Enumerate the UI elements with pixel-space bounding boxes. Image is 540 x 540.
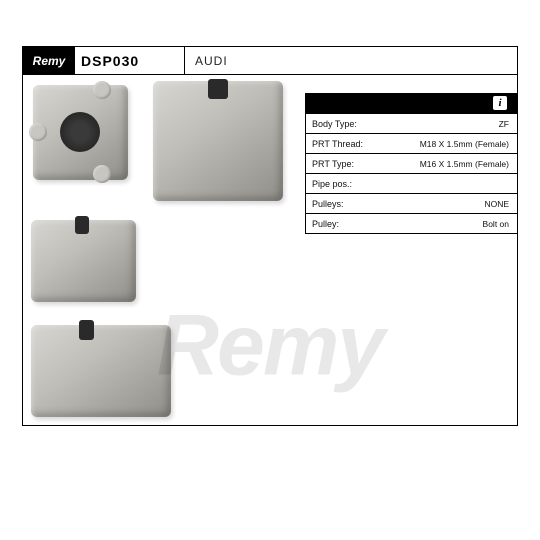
sheet-header: Remy DSP030 AUDI [23, 47, 517, 75]
spec-label: PRT Thread: [306, 139, 386, 149]
pump-fitting [75, 216, 89, 234]
spec-value: ZF [386, 119, 517, 129]
pump-fitting [79, 320, 94, 340]
spec-row-pulleys: Pulleys: NONE [306, 193, 517, 213]
spec-value: M16 X 1.5mm (Female) [386, 159, 517, 169]
spec-sheet: Remy DSP030 AUDI i Body Type: ZF [22, 46, 518, 426]
spec-panel-header: i [306, 93, 517, 113]
spec-label: Pulley: [306, 219, 386, 229]
mounting-flange [93, 81, 111, 99]
brand-logo: Remy [23, 47, 75, 74]
mounting-flange [93, 165, 111, 183]
vehicle-make: AUDI [185, 47, 517, 74]
info-icon: i [493, 96, 507, 110]
mounting-flange [29, 123, 47, 141]
product-view-rear [153, 81, 283, 201]
spec-row-prt-thread: PRT Thread: M18 X 1.5mm (Female) [306, 133, 517, 153]
spec-row-pipe-pos: Pipe pos.: [306, 173, 517, 193]
spec-label: Pulleys: [306, 199, 386, 209]
spec-panel: i Body Type: ZF PRT Thread: M18 X 1.5mm … [305, 93, 517, 234]
spec-label: PRT Type: [306, 159, 386, 169]
part-number: DSP030 [75, 47, 185, 74]
pump-center-bore [60, 112, 100, 152]
spec-row-prt-type: PRT Type: M16 X 1.5mm (Female) [306, 153, 517, 173]
spec-value: M18 X 1.5mm (Female) [386, 139, 517, 149]
spec-label: Body Type: [306, 119, 386, 129]
spec-value: NONE [386, 199, 517, 209]
spec-label: Pipe pos.: [306, 179, 386, 189]
product-view-top [31, 220, 136, 302]
product-view-side [31, 325, 171, 417]
spec-row-body-type: Body Type: ZF [306, 113, 517, 133]
spec-row-pulley: Pulley: Bolt on [306, 213, 517, 233]
spec-value: Bolt on [386, 219, 517, 229]
product-view-front [33, 85, 128, 180]
pump-fitting [208, 79, 228, 99]
sheet-content: i Body Type: ZF PRT Thread: M18 X 1.5mm … [23, 75, 517, 425]
